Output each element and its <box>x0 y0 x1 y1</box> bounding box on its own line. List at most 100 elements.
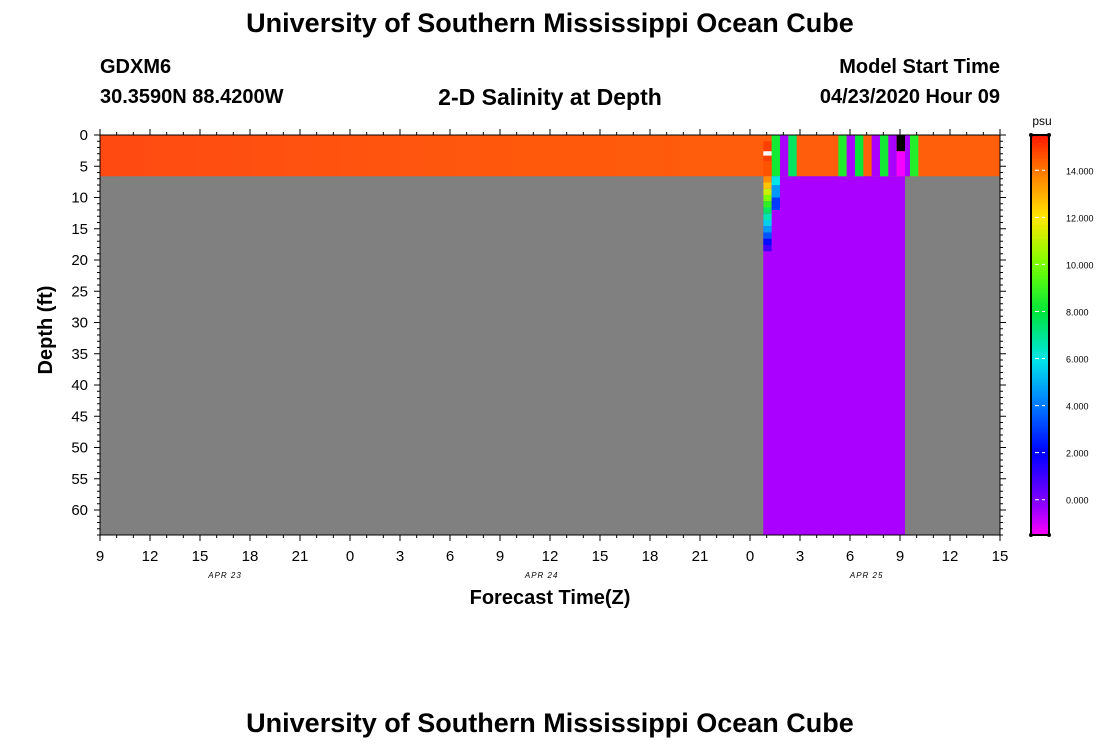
colorbar-segment <box>1031 207 1049 211</box>
colorbar-segment <box>1031 283 1049 287</box>
colorbar-segment <box>1031 342 1049 346</box>
gradient-cell-0-11 <box>763 238 772 245</box>
y-tick-label: 40 <box>71 377 88 394</box>
salinity-cell-stripe-green-4 <box>855 135 864 177</box>
colorbar-segment <box>1031 250 1049 254</box>
colorbar-segment <box>1031 139 1049 143</box>
station-coords: 30.3590N 88.4200W <box>100 86 284 108</box>
x-tick-label: 15 <box>192 548 209 565</box>
colorbar-segment <box>1031 457 1049 461</box>
colorbar-segment <box>1031 170 1049 174</box>
colorbar-segment <box>1031 158 1049 162</box>
colorbar-segment <box>1031 182 1049 186</box>
colorbar-segment <box>1031 252 1049 256</box>
colorbar-segment <box>1031 160 1049 164</box>
gradient-cell-0-1 <box>763 176 772 183</box>
colorbar-segment <box>1031 323 1049 327</box>
colorbar-segment <box>1031 165 1049 169</box>
colorbar-segment <box>1031 196 1049 200</box>
colorbar-segment <box>1031 142 1049 146</box>
colorbar-segment <box>1031 495 1049 498</box>
colorbar-segment <box>1031 215 1049 218</box>
colorbar-segment <box>1031 530 1049 534</box>
colorbar-segment <box>1031 382 1049 386</box>
colorbar-segment <box>1031 189 1049 193</box>
colorbar-segment <box>1031 247 1049 251</box>
gradient-cell-0-6 <box>763 207 772 214</box>
colorbar-segment <box>1031 205 1049 209</box>
salinity-cell-stripe-black-cell <box>896 135 905 152</box>
x-tick-label: 15 <box>992 548 1009 565</box>
colorbar-segment <box>1031 153 1049 157</box>
colorbar-segment <box>1031 353 1049 357</box>
colorbar-segment <box>1031 233 1049 237</box>
salinity-cell-stripe-purple-4 <box>888 135 897 177</box>
colorbar-segment <box>1031 447 1049 451</box>
x-tick-label: 21 <box>692 548 709 565</box>
colorbar-segment <box>1031 466 1049 470</box>
colorbar-segment <box>1031 384 1049 388</box>
colorbar-segment <box>1031 476 1049 480</box>
colorbar-segment <box>1031 351 1049 355</box>
x-axis-label: Forecast Time(Z) <box>470 587 631 609</box>
y-tick-label: 5 <box>80 158 88 175</box>
colorbar-corner <box>1029 133 1033 137</box>
colorbar-segment <box>1031 226 1049 230</box>
salinity-cell-surface-layer <box>100 135 1000 177</box>
salinity-cell-stripe-purple-5 <box>905 135 910 177</box>
colorbar-segment <box>1031 509 1049 513</box>
colorbar-segment <box>1031 219 1049 223</box>
colorbar-segment <box>1031 527 1049 531</box>
model-start-label: Model Start Time <box>839 56 1000 78</box>
colorbar-segment <box>1031 167 1049 171</box>
colorbar-segment <box>1031 325 1049 329</box>
colorbar-segment <box>1031 344 1049 348</box>
x-tick-label: 15 <box>592 548 609 565</box>
colorbar-segment <box>1031 417 1049 421</box>
salinity-cell-white-marker-cell <box>763 151 772 156</box>
colorbar-segment <box>1031 405 1049 409</box>
colorbar-segment <box>1031 146 1049 150</box>
colorbar-corner <box>1029 533 1033 537</box>
colorbar-tick-label: 12.000 <box>1066 213 1094 223</box>
colorbar-segment <box>1031 259 1049 263</box>
colorbar-segment <box>1031 172 1049 176</box>
colorbar-segment <box>1031 349 1049 353</box>
x-tick-label: 9 <box>896 548 904 565</box>
colorbar-segment <box>1031 410 1049 414</box>
colorbar-segment <box>1031 335 1049 338</box>
y-tick-label: 45 <box>71 408 88 425</box>
x-tick-label: 9 <box>96 548 104 565</box>
colorbar-segment <box>1031 502 1049 506</box>
colorbar-segment <box>1031 490 1049 494</box>
colorbar-segment <box>1031 236 1049 240</box>
colorbar-segment <box>1031 360 1049 364</box>
colorbar-frame <box>1030 134 1050 536</box>
colorbar-segment <box>1031 424 1049 428</box>
colorbar-segment <box>1031 415 1049 418</box>
colorbar-segment <box>1031 422 1049 426</box>
colorbar-segment <box>1031 311 1049 315</box>
colorbar-segment <box>1031 163 1049 167</box>
gradient-cell-0-8 <box>763 220 772 227</box>
colorbar-segment <box>1031 436 1049 440</box>
colorbar-segment <box>1031 297 1049 301</box>
colorbar-segment <box>1031 431 1049 435</box>
colorbar-segment <box>1031 518 1049 522</box>
colorbar-segment <box>1031 450 1049 454</box>
date-label: APR 23 <box>207 571 242 580</box>
colorbar-segment <box>1031 389 1049 393</box>
colorbar-segment <box>1031 483 1049 487</box>
colorbar-segment <box>1031 379 1049 383</box>
colorbar-segment <box>1031 412 1049 416</box>
colorbar-segment <box>1031 393 1049 397</box>
salinity-cell-stripe-green-2 <box>788 135 797 177</box>
gradient-cell-0-7 <box>763 213 772 220</box>
colorbar-segment <box>1031 438 1049 442</box>
colorbar-segment <box>1031 229 1049 233</box>
colorbar-segment <box>1031 464 1049 468</box>
colorbar-segment <box>1031 287 1049 291</box>
colorbar-segment <box>1031 224 1049 228</box>
colorbar-segment <box>1031 273 1049 277</box>
